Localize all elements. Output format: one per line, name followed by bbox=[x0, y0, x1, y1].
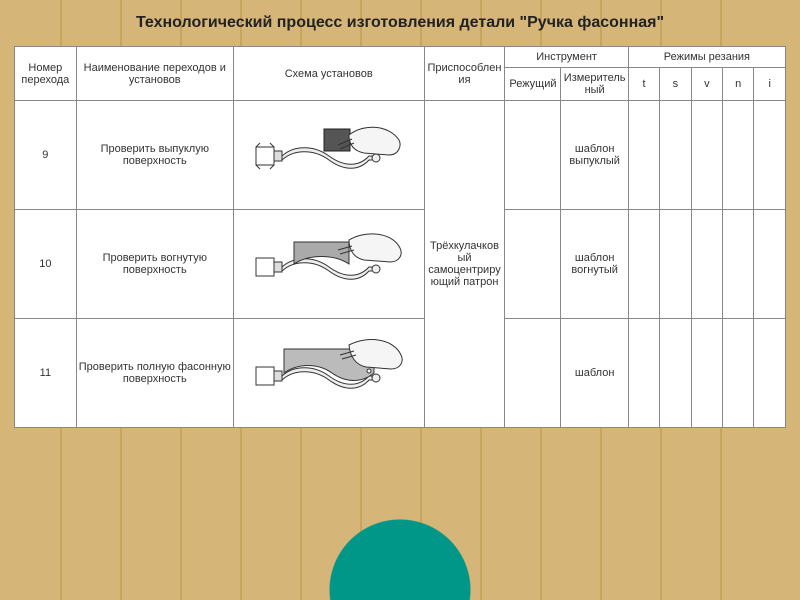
cell-num: 9 bbox=[15, 101, 77, 210]
cell-cutting bbox=[505, 210, 561, 319]
cell-num: 10 bbox=[15, 210, 77, 319]
col-name: Наименование переходов и установов bbox=[76, 47, 233, 101]
cell-scheme bbox=[233, 210, 424, 319]
cell-mode-s bbox=[660, 101, 691, 210]
cell-measuring: шаблон вогнутый bbox=[561, 210, 628, 319]
col-instrument-group: Инструмент bbox=[505, 47, 628, 68]
cell-mode-s bbox=[660, 210, 691, 319]
cell-measuring: шаблон выпуклый bbox=[561, 101, 628, 210]
col-t: t bbox=[628, 68, 659, 101]
cell-mode-n bbox=[723, 319, 754, 428]
scheme-illustration-icon bbox=[254, 115, 404, 195]
col-s: s bbox=[660, 68, 691, 101]
cell-scheme bbox=[233, 101, 424, 210]
col-modes-group: Режимы резания bbox=[628, 47, 785, 68]
col-n: n bbox=[723, 68, 754, 101]
cell-name: Проверить полную фасонную поверхность bbox=[76, 319, 233, 428]
page-root: Технологический процесс изготовления дет… bbox=[0, 0, 800, 600]
table-row: 9 Проверить выпуклую поверхность bbox=[15, 101, 786, 210]
cell-cutting bbox=[505, 101, 561, 210]
col-num: Номер перехода bbox=[15, 47, 77, 101]
col-scheme: Схема установов bbox=[233, 47, 424, 101]
cell-name: Проверить вогнутую поверхность bbox=[76, 210, 233, 319]
cell-mode-n bbox=[723, 210, 754, 319]
cell-mode-v bbox=[691, 319, 722, 428]
cell-mode-t bbox=[628, 210, 659, 319]
cell-mode-t bbox=[628, 319, 659, 428]
cell-mode-i bbox=[754, 210, 786, 319]
cell-scheme bbox=[233, 319, 424, 428]
cell-name: Проверить выпуклую поверхность bbox=[76, 101, 233, 210]
cell-mode-s bbox=[660, 319, 691, 428]
table-head: Номер перехода Наименование переходов и … bbox=[15, 47, 786, 101]
cell-measuring: шаблон bbox=[561, 319, 628, 428]
cell-num: 11 bbox=[15, 319, 77, 428]
table-container: Номер перехода Наименование переходов и … bbox=[14, 46, 786, 428]
page-title: Технологический процесс изготовления дет… bbox=[0, 0, 800, 38]
cell-cutting bbox=[505, 319, 561, 428]
scheme-illustration-icon bbox=[254, 224, 404, 304]
col-fixture: Приспособления bbox=[424, 47, 505, 101]
cell-mode-i bbox=[754, 101, 786, 210]
table-row: 10 Проверить вогнутую поверхность bbox=[15, 210, 786, 319]
cell-mode-n bbox=[723, 101, 754, 210]
col-i: i bbox=[754, 68, 786, 101]
table-row: 11 Проверить полную фасонную поверхность bbox=[15, 319, 786, 428]
col-v: v bbox=[691, 68, 722, 101]
scheme-illustration-icon bbox=[254, 333, 404, 413]
cell-mode-i bbox=[754, 319, 786, 428]
cell-mode-v bbox=[691, 101, 722, 210]
process-table: Номер перехода Наименование переходов и … bbox=[14, 46, 786, 428]
cell-mode-t bbox=[628, 101, 659, 210]
table-body: 9 Проверить выпуклую поверхность bbox=[15, 101, 786, 428]
cell-fixture: Трёхкулачковый самоцентрирующий патрон bbox=[424, 101, 505, 428]
cell-mode-v bbox=[691, 210, 722, 319]
col-measuring: Измерительный bbox=[561, 68, 628, 101]
col-cutting: Режущий bbox=[505, 68, 561, 101]
